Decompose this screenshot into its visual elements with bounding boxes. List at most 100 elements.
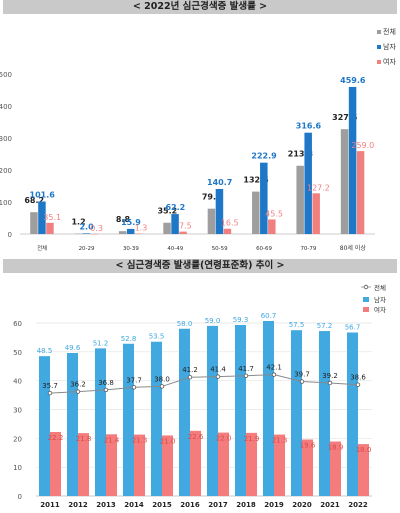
line-point xyxy=(215,374,221,379)
bar xyxy=(82,233,91,234)
chart1-title: < 2022년 심근경색증 발생률 > xyxy=(3,0,397,14)
x-tick-label: 2014 xyxy=(124,501,144,509)
bar xyxy=(296,165,304,234)
bar xyxy=(356,151,365,234)
bar xyxy=(235,325,246,496)
data-label: 60.7 xyxy=(261,312,277,320)
data-label: 21.4 xyxy=(104,436,120,444)
line-point xyxy=(75,389,81,394)
line-point xyxy=(159,384,165,389)
bar xyxy=(190,430,201,496)
chart2-title: < 심근경색증 발생률(연령표준화) 추이 > xyxy=(3,259,397,273)
data-label: 222.9 xyxy=(251,152,277,161)
data-label: 57.5 xyxy=(289,321,305,329)
bar xyxy=(50,431,61,496)
x-tick-label: 2013 xyxy=(96,501,116,509)
bar xyxy=(260,162,268,234)
bar xyxy=(340,129,349,234)
bar xyxy=(106,434,117,496)
x-tick-label: 60-69 xyxy=(256,246,272,252)
bar xyxy=(304,132,312,234)
bar xyxy=(162,435,173,496)
legend-swatch xyxy=(377,60,381,64)
data-label: 0.3 xyxy=(90,224,103,233)
legend-swatch xyxy=(363,297,369,302)
x-tick-label: 2019 xyxy=(264,501,284,509)
bar xyxy=(90,233,99,235)
bar xyxy=(163,222,171,234)
data-label: 59.3 xyxy=(233,316,249,324)
data-label: 22.0 xyxy=(216,435,232,443)
bar xyxy=(38,201,46,234)
y-tick-label: 100 xyxy=(0,199,12,207)
bar xyxy=(126,228,135,234)
data-label: 101.6 xyxy=(30,190,56,199)
chart-standardized-incidence-trend: 0 10 20 30 40 50 60 48.5 22.2 2011 49.6 21.8 2012 51.… xyxy=(13,283,386,509)
y-tick-label: 30 xyxy=(13,407,22,415)
line-point xyxy=(271,372,277,377)
data-label: 132.5 xyxy=(243,176,269,185)
data-label: 48.5 xyxy=(37,347,53,355)
bar xyxy=(302,439,313,496)
bar xyxy=(123,343,134,496)
data-label: 19.6 xyxy=(300,441,316,449)
data-label: 8.8 xyxy=(116,215,131,224)
bar xyxy=(134,434,145,496)
data-label: 57.2 xyxy=(317,322,333,330)
data-label: 22.6 xyxy=(188,433,204,441)
bar xyxy=(95,348,106,496)
data-label: 2.0 xyxy=(79,222,94,231)
x-tick-label: 2012 xyxy=(68,501,88,509)
line-point xyxy=(327,380,333,386)
bar xyxy=(358,444,369,496)
legend-label: 남자 xyxy=(374,295,386,304)
bar xyxy=(223,228,232,234)
y-tick-label: 300 xyxy=(0,135,12,143)
data-label: 127.2 xyxy=(307,183,330,192)
bar xyxy=(263,320,274,496)
data-label: 59.0 xyxy=(205,317,221,325)
bar xyxy=(291,330,302,496)
legend-label: 남자 xyxy=(383,42,396,51)
bar xyxy=(330,441,341,496)
bar xyxy=(171,214,179,234)
x-tick-label: 2015 xyxy=(152,501,172,509)
data-label: 21.3 xyxy=(272,437,288,445)
line-point xyxy=(131,385,137,390)
data-label: 21.8 xyxy=(76,435,92,443)
bar xyxy=(39,356,50,496)
data-label: 42.1 xyxy=(266,364,282,372)
y-tick-label: 10 xyxy=(13,464,22,472)
data-label: 35.2 xyxy=(157,207,177,216)
bar xyxy=(218,432,229,496)
legend-marker xyxy=(363,284,369,290)
data-label: 35.7 xyxy=(42,382,58,390)
bar xyxy=(74,233,83,235)
line-point xyxy=(299,379,305,384)
line-point xyxy=(187,375,193,380)
data-label: 36.8 xyxy=(98,379,114,387)
data-label: 316.6 xyxy=(296,122,322,131)
bar xyxy=(67,352,78,496)
data-label: 35.1 xyxy=(43,213,61,222)
bar xyxy=(134,233,143,235)
legend-label: 여자 xyxy=(383,57,396,66)
data-label: 140.7 xyxy=(207,178,232,187)
bar xyxy=(179,231,187,234)
data-label: 49.6 xyxy=(65,344,81,352)
data-label: 213.3 xyxy=(288,150,313,159)
bar xyxy=(312,193,320,234)
bar xyxy=(207,325,218,496)
bar xyxy=(151,341,162,496)
data-label: 56.7 xyxy=(345,324,361,332)
legend-label: 전체 xyxy=(374,283,386,292)
data-label: 41.7 xyxy=(238,365,254,373)
bar xyxy=(347,332,358,496)
data-label: 259.0 xyxy=(351,141,374,150)
x-tick-label: 20-29 xyxy=(79,246,95,252)
bar xyxy=(207,208,216,234)
bar xyxy=(30,212,38,234)
data-label: 327.5 xyxy=(332,113,358,122)
legend-swatch xyxy=(363,307,369,312)
y-tick-label: 400 xyxy=(0,103,12,111)
